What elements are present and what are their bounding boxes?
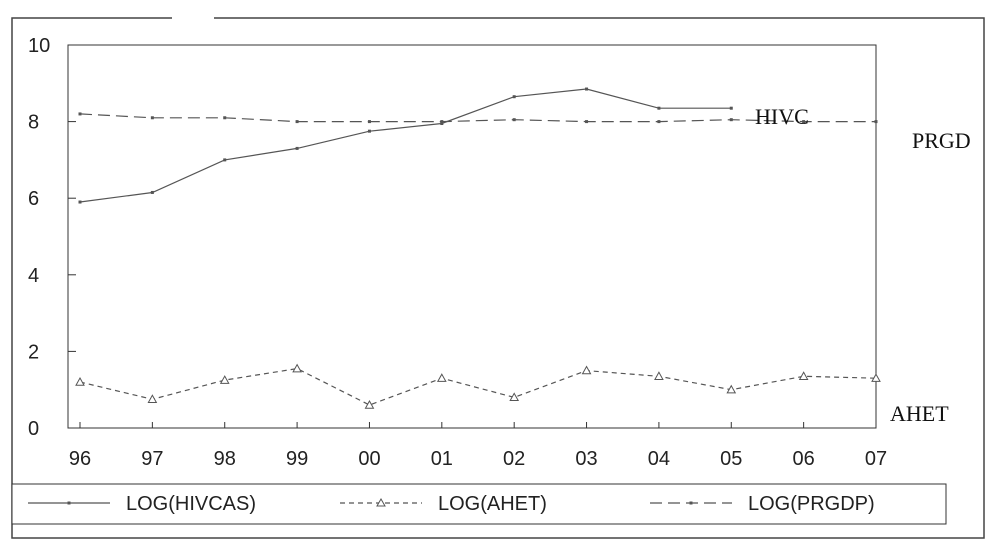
y-tick-label: 4 bbox=[28, 265, 39, 287]
y-axis: 0 2 4 6 8 10 bbox=[28, 35, 76, 440]
y-tick-label: 0 bbox=[28, 418, 39, 440]
data-point bbox=[367, 129, 371, 133]
frame-gap bbox=[172, 10, 214, 26]
data-point bbox=[729, 118, 733, 122]
data-point bbox=[364, 399, 375, 409]
x-tick-label: 97 bbox=[141, 448, 163, 470]
x-tick-label: 03 bbox=[575, 448, 597, 470]
x-tick-label: 04 bbox=[648, 448, 670, 470]
data-point bbox=[219, 375, 230, 384]
legend: LOG(HIVCAS) LOG(AHET) LOG(PRGDP) bbox=[11, 483, 947, 525]
y-tick-label: 8 bbox=[28, 112, 39, 134]
data-point bbox=[657, 120, 661, 124]
annotation-label: AHET bbox=[890, 401, 949, 426]
legend-marker bbox=[689, 501, 693, 505]
x-tick-label: 07 bbox=[865, 448, 887, 470]
x-tick-label: 05 bbox=[720, 448, 742, 470]
data-point bbox=[512, 95, 516, 99]
x-tick-label: 01 bbox=[431, 448, 453, 470]
y-tick-label: 6 bbox=[28, 188, 39, 210]
data-point bbox=[292, 363, 302, 373]
x-axis: 96 97 98 99 00 01 02 03 04 05 06 07 bbox=[69, 422, 887, 470]
figure-frame bbox=[11, 17, 985, 539]
data-point bbox=[440, 122, 444, 126]
data-point bbox=[150, 190, 154, 194]
x-tick-label: 96 bbox=[69, 448, 91, 470]
data-point bbox=[512, 118, 516, 122]
annotation-label: PRGD bbox=[912, 128, 971, 153]
data-point bbox=[436, 373, 447, 382]
data-point bbox=[147, 394, 158, 403]
data-point bbox=[802, 120, 806, 124]
data-point bbox=[75, 377, 85, 386]
legend-marker bbox=[376, 497, 386, 507]
data-point bbox=[295, 120, 299, 124]
y-tick-label: 10 bbox=[28, 35, 50, 57]
data-point bbox=[150, 116, 154, 120]
legend-label: LOG(AHET) bbox=[438, 493, 547, 515]
data-point bbox=[654, 371, 664, 380]
data-point bbox=[585, 87, 589, 91]
data-point bbox=[509, 392, 520, 402]
annotation-label: HIVC bbox=[755, 104, 809, 129]
legend-box bbox=[11, 483, 947, 525]
x-tick-label: 00 bbox=[358, 448, 380, 470]
data-point bbox=[223, 158, 227, 162]
data-point bbox=[440, 120, 444, 124]
data-point bbox=[581, 365, 592, 375]
data-point bbox=[78, 200, 82, 204]
data-point bbox=[657, 106, 661, 110]
data-point bbox=[223, 116, 227, 120]
y-tick-label: 2 bbox=[28, 341, 39, 363]
data-point bbox=[295, 146, 299, 150]
data-point bbox=[874, 120, 878, 124]
data-point bbox=[367, 120, 371, 124]
plot-frame bbox=[67, 44, 877, 429]
annotations: HIVC PRGD AHET bbox=[755, 104, 971, 426]
x-tick-label: 98 bbox=[214, 448, 236, 470]
series-layer bbox=[75, 87, 881, 409]
data-point bbox=[78, 112, 82, 116]
data-point bbox=[729, 106, 733, 110]
data-point bbox=[871, 373, 881, 382]
x-tick-label: 99 bbox=[286, 448, 308, 470]
data-point bbox=[726, 384, 737, 394]
series-line-2 bbox=[79, 113, 876, 123]
series-line-1 bbox=[79, 367, 877, 406]
legend-label: LOG(HIVCAS) bbox=[126, 493, 256, 515]
data-point bbox=[798, 371, 809, 380]
legend-label: LOG(PRGDP) bbox=[748, 493, 875, 515]
x-tick-label: 06 bbox=[793, 448, 815, 470]
data-point bbox=[585, 120, 589, 124]
legend-marker bbox=[67, 501, 71, 505]
series-line-0 bbox=[79, 88, 732, 203]
x-tick-label: 02 bbox=[503, 448, 525, 470]
